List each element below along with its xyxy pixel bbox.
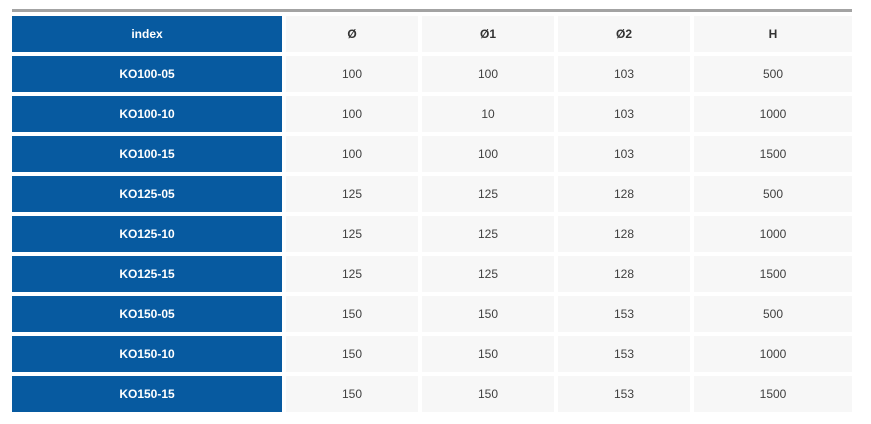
table-cell: 125 bbox=[422, 256, 554, 292]
row-header: KO100-15 bbox=[12, 136, 282, 172]
table-cell: 1500 bbox=[694, 136, 852, 172]
top-divider bbox=[12, 9, 852, 12]
column-header-index: index bbox=[12, 16, 282, 52]
table-cell: 1000 bbox=[694, 96, 852, 132]
table-cell: 500 bbox=[694, 296, 852, 332]
column-header: Ø2 bbox=[558, 16, 690, 52]
table-cell: 125 bbox=[286, 256, 418, 292]
page: index Ø Ø1 Ø2 H KO100-05 100 100 103 500 KO100-10 1… bbox=[12, 9, 852, 412]
table-cell: 125 bbox=[422, 216, 554, 252]
table-cell: 1000 bbox=[694, 336, 852, 372]
table-cell: 128 bbox=[558, 256, 690, 292]
table-cell: 128 bbox=[558, 176, 690, 212]
table-cell: 1000 bbox=[694, 216, 852, 252]
table-cell: 150 bbox=[422, 376, 554, 412]
row-header: KO150-05 bbox=[12, 296, 282, 332]
table-cell: 103 bbox=[558, 136, 690, 172]
row-header: KO100-10 bbox=[12, 96, 282, 132]
table-cell: 150 bbox=[286, 336, 418, 372]
table-cell: 100 bbox=[286, 56, 418, 92]
row-header: KO100-05 bbox=[12, 56, 282, 92]
table-cell: 153 bbox=[558, 336, 690, 372]
table-cell: 125 bbox=[286, 216, 418, 252]
table-cell: 100 bbox=[422, 56, 554, 92]
table-cell: 10 bbox=[422, 96, 554, 132]
table-cell: 125 bbox=[286, 176, 418, 212]
column-header: Ø1 bbox=[422, 16, 554, 52]
row-header: KO150-15 bbox=[12, 376, 282, 412]
table-cell: 150 bbox=[422, 296, 554, 332]
table-cell: 153 bbox=[558, 296, 690, 332]
table-cell: 150 bbox=[286, 296, 418, 332]
table-cell: 500 bbox=[694, 56, 852, 92]
table-cell: 128 bbox=[558, 216, 690, 252]
row-header: KO150-10 bbox=[12, 336, 282, 372]
table-cell: 1500 bbox=[694, 256, 852, 292]
table-cell: 100 bbox=[286, 96, 418, 132]
row-header: KO125-05 bbox=[12, 176, 282, 212]
table-cell: 1500 bbox=[694, 376, 852, 412]
table-cell: 103 bbox=[558, 96, 690, 132]
table-cell: 125 bbox=[422, 176, 554, 212]
table-cell: 100 bbox=[422, 136, 554, 172]
spec-table: index Ø Ø1 Ø2 H KO100-05 100 100 103 500 KO100-10 1… bbox=[12, 16, 852, 412]
column-header: Ø bbox=[286, 16, 418, 52]
table-cell: 103 bbox=[558, 56, 690, 92]
table-cell: 150 bbox=[286, 376, 418, 412]
table-cell: 500 bbox=[694, 176, 852, 212]
row-header: KO125-10 bbox=[12, 216, 282, 252]
row-header: KO125-15 bbox=[12, 256, 282, 292]
table-cell: 153 bbox=[558, 376, 690, 412]
table-cell: 100 bbox=[286, 136, 418, 172]
column-header: H bbox=[694, 16, 852, 52]
table-cell: 150 bbox=[422, 336, 554, 372]
